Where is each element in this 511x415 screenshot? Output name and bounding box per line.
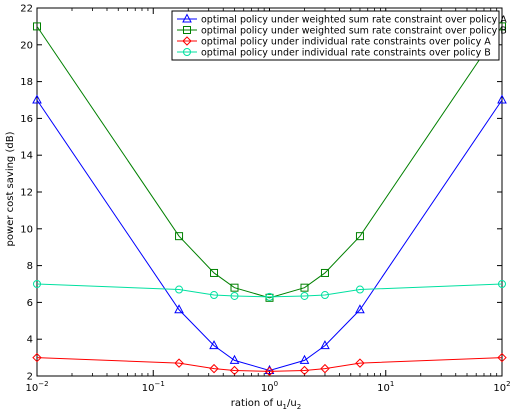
data-point	[355, 358, 365, 368]
legend-item: optimal policy under individual rate con…	[177, 48, 491, 59]
legend-label: optimal policy under individual rate con…	[201, 48, 491, 59]
legend-label: optimal policy under weighted sum rate c…	[201, 26, 507, 37]
y-tick-label: 14	[20, 151, 33, 162]
x-tick-label: 102	[493, 380, 510, 394]
x-tick-label: 10−1	[142, 380, 165, 394]
legend-item: optimal policy under individual rate con…	[177, 36, 491, 48]
data-point	[320, 291, 329, 300]
series-line	[36, 99, 503, 372]
data-point	[300, 291, 309, 300]
series-line	[36, 283, 503, 298]
data-point	[264, 366, 275, 377]
legend-swatch-marker	[182, 36, 192, 46]
series-2	[33, 22, 506, 302]
series-line	[36, 357, 503, 372]
legend-label: optimal policy under individual rate con…	[201, 37, 491, 48]
series-4	[33, 280, 506, 301]
series-line	[36, 26, 503, 299]
data-point	[320, 268, 329, 277]
plot-frame	[36, 7, 503, 377]
data-point	[230, 291, 239, 300]
data-point	[32, 352, 42, 363]
data-point	[355, 232, 364, 241]
legend-swatch-marker	[183, 26, 191, 34]
data-point	[299, 354, 310, 364]
y-tick-label: 16	[20, 114, 33, 125]
data-point	[229, 365, 240, 376]
legend-swatch-marker	[183, 48, 191, 56]
legend: optimal policy under weighted sum rate c…	[171, 10, 507, 61]
y-tick-label: 10	[20, 224, 33, 235]
data-point	[320, 363, 330, 374]
data-point	[209, 363, 219, 374]
data-point	[300, 283, 309, 292]
series-layer	[32, 22, 507, 377]
y-tick-label: 18	[20, 77, 33, 88]
legend-item: optimal policy under weighted sum rate c…	[177, 13, 507, 26]
data-point	[497, 352, 507, 363]
data-point	[33, 280, 41, 288]
legend-item: optimal policy under weighted sum rate c…	[177, 26, 507, 37]
legend-box	[171, 10, 500, 61]
series-3	[32, 352, 507, 377]
data-point	[174, 304, 184, 314]
data-point	[320, 340, 330, 350]
y-tick-label: 6	[27, 298, 33, 309]
x-tick-label: 100	[261, 380, 278, 394]
data-point	[175, 285, 184, 294]
y-tick-label: 2	[27, 372, 33, 383]
y-axis-label: power cost saving (dB)	[5, 131, 16, 246]
data-point	[209, 340, 219, 350]
data-point	[174, 358, 184, 368]
x-tick-label: 10−2	[25, 380, 48, 394]
y-tick-label: 12	[20, 188, 33, 199]
legend-swatch-marker	[182, 13, 192, 23]
y-tick-label: 20	[20, 40, 33, 51]
data-point	[210, 268, 219, 277]
data-point	[355, 285, 364, 294]
data-point	[32, 94, 42, 104]
x-tick-label: 101	[377, 380, 394, 394]
data-point	[299, 365, 310, 376]
plot-area: 2 4 6 8 10 12 14 16 18 20 22 10−2 10−1 100 101 102	[20, 4, 510, 395]
series-1	[32, 94, 507, 374]
data-point	[210, 291, 219, 300]
data-point	[229, 354, 240, 364]
y-tick-label: 22	[20, 4, 33, 15]
data-point	[265, 292, 274, 301]
y-tick-label: 4	[27, 335, 33, 346]
data-point	[175, 232, 184, 241]
x-axis-label: ration of u1/u2	[231, 398, 301, 411]
legend-label: optimal policy under weighted sum rate c…	[201, 15, 507, 26]
data-point	[230, 283, 239, 292]
data-point	[355, 304, 365, 314]
data-point	[33, 22, 41, 31]
data-point	[497, 94, 507, 104]
y-tick-label: 8	[27, 261, 33, 272]
data-point	[498, 280, 506, 288]
